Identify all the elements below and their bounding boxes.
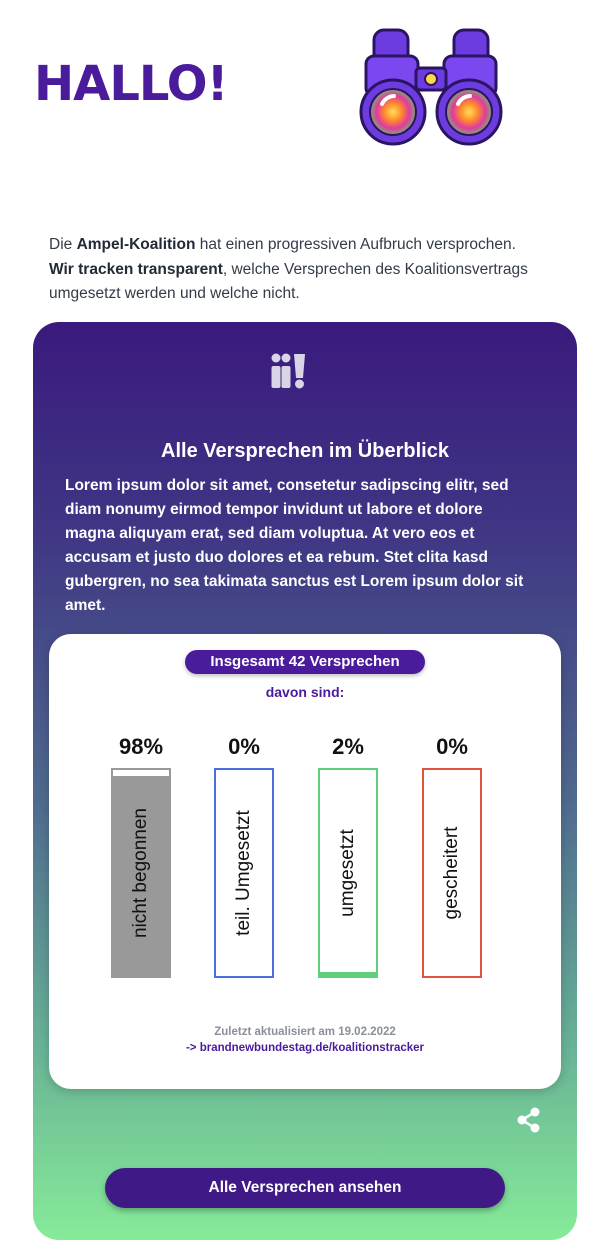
last-updated: Zuletzt aktualisiert am 19.02.2022 (214, 1026, 396, 1038)
stat-bar: teil. Umgesetzt (214, 768, 274, 978)
stat-label: gescheitert (441, 826, 462, 920)
stat-percent: 98% (118, 734, 164, 759)
stat-umgesetzt: 2% umgesetzt (316, 734, 380, 978)
stat-bar-fill (320, 971, 376, 976)
total-badge: Insgesamt 42 Versprechen (185, 650, 425, 674)
stat-gescheitert: 0% gescheitert (420, 734, 484, 978)
stat-bar: umgesetzt (318, 768, 378, 978)
stat-percent: 0% (228, 734, 260, 759)
stat-label: teil. Umgesetzt (233, 810, 254, 936)
card-description: Lorem ipsum dolor sit amet, consetetur s… (65, 477, 524, 614)
stats-panel: Insgesamt 42 Versprechen davon sind: 98%… (49, 634, 561, 1089)
stat-bar-fill (113, 774, 169, 976)
intro-text: Die Ampel-Koalition hat einen progressiv… (49, 236, 528, 302)
stat-nicht-begonnen: 98% nicht begonnen (109, 734, 173, 978)
stat-teil-umgesetzt: 0% teil. Umgesetzt (212, 734, 276, 978)
stat-label: nicht begonnen (130, 808, 151, 938)
stats-subtitle: davon sind: (265, 684, 345, 700)
binoculars-icon (359, 28, 503, 146)
share-icon[interactable] (515, 1106, 543, 1134)
tracker-link[interactable]: -> brandnewbundestag.de/koalitionstracke… (185, 1042, 425, 1054)
stat-label: umgesetzt (337, 829, 358, 917)
brand-logo-icon (271, 353, 305, 389)
card-title: Alle Versprechen im Überblick (161, 440, 449, 462)
page-title: HALLO! (34, 56, 228, 112)
stat-bar: gescheitert (422, 768, 482, 978)
stat-percent: 2% (332, 734, 364, 759)
tracker-card: Alle Versprechen im Überblick Lorem ipsu… (33, 322, 577, 1240)
stat-bar: nicht begonnen (111, 768, 171, 978)
stat-percent: 0% (436, 734, 468, 759)
view-all-button[interactable]: Alle Versprechen ansehen (105, 1168, 505, 1208)
